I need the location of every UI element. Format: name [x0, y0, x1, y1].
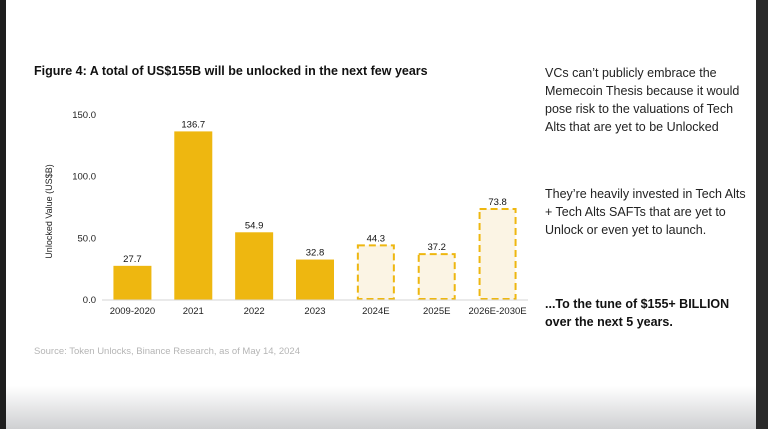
- x-tick-label: 2009-2020: [110, 306, 155, 317]
- data-label: 73.8: [488, 197, 507, 208]
- data-label: 37.2: [427, 242, 446, 253]
- y-axis: 0.0 50.0 100.0 150.0 Unlocked Value (US$B): [44, 110, 96, 306]
- data-label: 54.9: [245, 220, 264, 231]
- commentary-paragraph-1: VCs can’t publicly embrace the Memecoin …: [545, 64, 750, 136]
- x-tick-label: 2024E: [362, 306, 389, 317]
- commentary-conclusion: ...To the tune of $155+ BILLION over the…: [545, 295, 750, 331]
- bar-chart: 0.0 50.0 100.0 150.0 Unlocked Value (US$B) 2…: [30, 100, 530, 325]
- data-label: 44.3: [367, 233, 386, 244]
- x-tick-label: 2021: [183, 306, 204, 317]
- figure-title: Figure 4: A total of US$155B will be unl…: [34, 64, 514, 78]
- bar: [174, 131, 212, 300]
- x-axis: 2009-2020 2021 2022 2023 2024E 2025E 2026E-203…: [102, 300, 528, 317]
- commentary-paragraph-2: They’re heavily invested in Tech Alts + …: [545, 185, 750, 239]
- bars: 27.7 136.7 54.9 32.8 44.3 37.2 73.8: [113, 119, 515, 300]
- x-tick-label: 2022: [244, 306, 265, 317]
- bar-estimate: [358, 245, 394, 299]
- x-tick-label: 2023: [304, 306, 325, 317]
- y-tick-label: 100.0: [72, 172, 96, 183]
- data-label: 32.8: [306, 248, 325, 259]
- bar: [235, 232, 273, 300]
- data-label: 136.7: [181, 119, 205, 130]
- bar: [296, 260, 334, 300]
- data-label: 27.7: [123, 254, 142, 265]
- bar: [113, 266, 151, 300]
- x-tick-label: 2026E-2030E: [469, 306, 527, 317]
- source-note: Source: Token Unlocks, Binance Research,…: [34, 346, 300, 357]
- window-edge: [756, 0, 768, 429]
- y-axis-label: Unlocked Value (US$B): [44, 164, 54, 258]
- y-tick-label: 150.0: [72, 110, 96, 121]
- y-tick-label: 0.0: [83, 295, 96, 306]
- x-tick-label: 2025E: [423, 306, 450, 317]
- slide-bottom-shadow: [6, 386, 756, 429]
- bar-estimate: [419, 254, 455, 299]
- bar-estimate: [480, 209, 516, 299]
- y-tick-label: 50.0: [78, 233, 97, 244]
